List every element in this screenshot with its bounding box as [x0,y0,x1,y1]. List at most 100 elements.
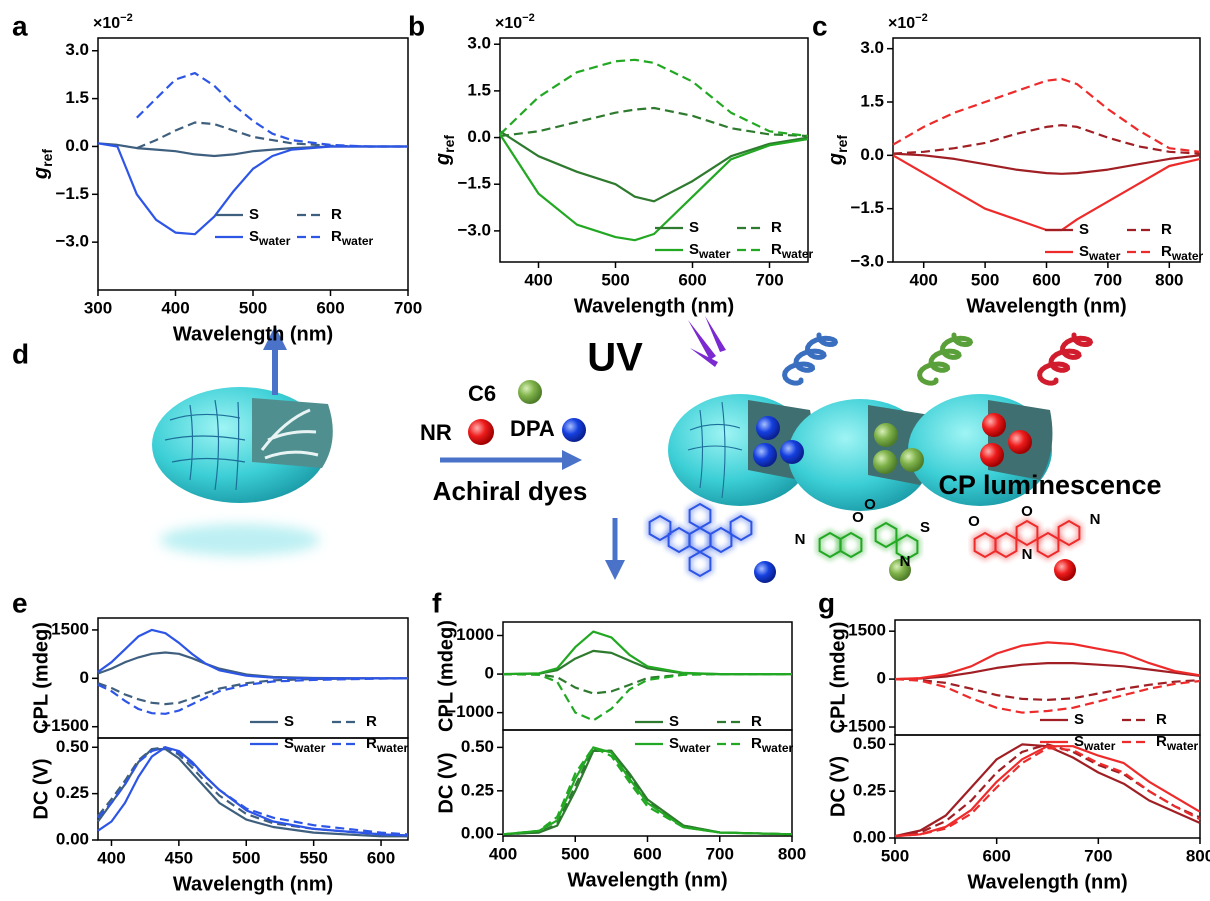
y-tick-label: 0.25 [56,783,89,802]
legend-label: R [331,206,342,223]
x-tick-label: 600 [982,846,1010,865]
y-axis-label-main: g [825,153,847,166]
axis-multiplier: ×10−2 [888,12,928,32]
series-line [97,746,409,836]
mesh [164,399,246,491]
y-axis-label: gref [825,135,849,166]
y-axis-label-sub: ref [834,135,850,153]
legend-sub: water [678,741,711,755]
legend-name: S [1074,733,1084,750]
y-axis-label: DC (V) [30,758,52,819]
panel-label: a [12,10,28,41]
legend-name: R [1161,221,1172,238]
legend-name: S [284,713,294,730]
y-tick-label: 0.00 [461,824,494,843]
x-tick-label: 400 [489,844,517,863]
x-axis-label: Wavelength (nm) [173,323,333,345]
series-line [97,628,408,680]
x-axis-label: Wavelength (nm) [966,295,1126,317]
y-axis-label: CPL (mdeg) [827,622,849,734]
ring [1057,519,1081,547]
plot-frame [499,37,809,263]
ring [688,550,712,578]
x-axis-label: Wavelength (nm) [173,873,333,895]
y-axis-label: CPL (mdeg) [30,622,52,734]
series-line [502,746,793,836]
y-tick-label: 0 [80,668,89,687]
legend-name: R [1161,243,1172,260]
x-tick-label: 700 [1094,270,1122,289]
legend-label: R [366,713,377,730]
legend-name: S [669,735,679,752]
y-tick-label: 0 [485,664,494,683]
series-line [894,641,1201,681]
y-tick-label: 3.0 [860,38,884,57]
x-tick-label: 600 [1032,270,1060,289]
x-tick-label: 700 [755,270,783,289]
dye-sphere [756,416,780,440]
series-line [97,746,409,837]
legend-name: S [284,735,294,752]
y-tick-label: 1.5 [860,91,884,110]
x-axis-label: Wavelength (nm) [574,295,734,317]
y-tick-label: 0.50 [461,737,494,756]
y-tick-label: −1000 [446,702,494,721]
panel-label: c [812,10,828,41]
dye-label: C6 [468,381,496,406]
dye-sphere [900,448,924,472]
helix [917,332,974,386]
y-tick-label: 3.0 [65,40,89,59]
y-axis-label: DC (V) [435,752,457,813]
dye-sphere [753,443,777,467]
legend-label: S [669,713,679,730]
legend-label: S [689,219,699,236]
multiplier-exp: −2 [915,12,928,24]
legend-label: Swater [1079,243,1121,263]
x-tick-label: 400 [910,270,938,289]
y-tick-label: 1.5 [65,88,89,107]
series-line [97,651,408,680]
legend-name: R [751,713,762,730]
diagram: d C6 NR DPA Achiral dyes UV [12,316,1162,583]
ring [895,533,919,561]
legend-sub: water [376,741,409,755]
plot-frame [502,729,793,837]
legend-name: R [1156,711,1167,728]
y-tick-label: 0.25 [461,780,494,799]
y-tick-label: −1500 [41,716,89,735]
legend-name: S [1074,711,1084,728]
ring [1015,519,1039,547]
atom-label: O [864,496,876,513]
fibers [260,408,319,460]
x-tick-label: 500 [601,270,629,289]
x-tick-label: 700 [394,298,422,317]
ring [688,502,712,530]
legend-label: S [1074,711,1084,728]
series-line [502,746,793,836]
series-line [97,677,408,706]
legend-name: R [331,206,342,223]
dye-sphere [980,443,1004,467]
dye-sphere [562,418,586,442]
shadow [160,524,320,556]
x-tick-label: 700 [1084,846,1112,865]
multiplier-exp: −2 [120,12,133,24]
series-line [894,662,1201,681]
atom-label: O [852,509,864,526]
legend-sub: water [781,247,814,261]
x-tick-label: 500 [232,848,260,867]
axis-multiplier: ×10−2 [93,12,133,32]
x-axis-label: Wavelength (nm) [967,871,1127,893]
dye-sphere [518,380,542,404]
legend-label: Rwater [1156,733,1199,753]
x-tick-label: 600 [367,848,395,867]
helix [1037,332,1094,386]
plot-frame [894,734,1201,839]
legend-label: S [284,713,294,730]
panel-label: e [12,587,28,618]
series-line [97,677,409,715]
legend-sub: water [293,741,326,755]
x-tick-label: 500 [881,846,909,865]
series-line [892,124,1201,155]
legend-name: R [771,219,782,236]
